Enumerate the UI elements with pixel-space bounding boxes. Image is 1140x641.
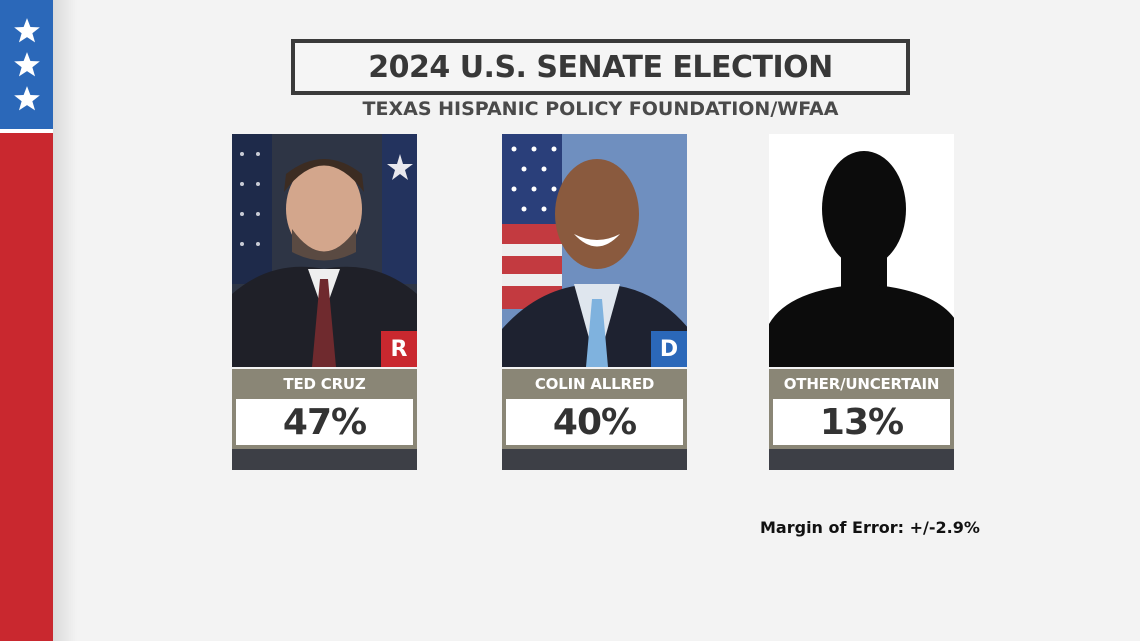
side-shadow xyxy=(53,0,77,641)
party-badge: R xyxy=(381,331,417,367)
party-badge: D xyxy=(651,331,687,367)
star-icon xyxy=(14,18,40,43)
candidate-photo: D xyxy=(502,134,687,367)
candidate-name: OTHER/UNCERTAIN xyxy=(783,375,940,393)
silhouette-photo xyxy=(769,134,954,367)
candidate-percent: 47% xyxy=(282,401,367,443)
candidate-photo: R xyxy=(232,134,417,367)
percent-box: 47% xyxy=(236,399,413,445)
candidate-card-cruz: R TED CRUZ 47% xyxy=(232,134,417,470)
candidate-name-bar: TED CRUZ xyxy=(232,369,417,399)
margin-of-error: Margin of Error: +/-2.9% xyxy=(760,518,980,537)
candidate-percent: 13% xyxy=(819,401,904,443)
candidate-card-other: OTHER/UNCERTAIN 13% xyxy=(769,134,954,470)
card-bottom-bar xyxy=(769,449,954,470)
page-subtitle: TEXAS HISPANIC POLICY FOUNDATION/WFAA xyxy=(362,98,839,120)
person-silhouette-icon xyxy=(769,134,954,367)
candidate-name: COLIN ALLRED xyxy=(534,375,655,393)
title-box: 2024 U.S. SENATE ELECTION xyxy=(291,39,910,95)
star-icon xyxy=(14,52,40,77)
candidate-percent: 40% xyxy=(552,401,637,443)
percent-frame: 47% xyxy=(232,399,417,449)
page-title: 2024 U.S. SENATE ELECTION xyxy=(368,49,833,85)
star-icon xyxy=(14,86,40,111)
percent-frame: 13% xyxy=(769,399,954,449)
card-bottom-bar xyxy=(232,449,417,470)
flag-side-bar xyxy=(0,0,53,641)
flag-white-stripe xyxy=(0,129,53,133)
candidate-name: TED CRUZ xyxy=(283,375,366,393)
candidate-name-bar: COLIN ALLRED xyxy=(502,369,687,399)
flag-red-field xyxy=(0,133,53,641)
candidate-name-bar: OTHER/UNCERTAIN xyxy=(769,369,954,399)
percent-box: 13% xyxy=(773,399,950,445)
percent-frame: 40% xyxy=(502,399,687,449)
percent-box: 40% xyxy=(506,399,683,445)
card-bottom-bar xyxy=(502,449,687,470)
candidate-card-allred: D COLIN ALLRED 40% xyxy=(502,134,687,470)
